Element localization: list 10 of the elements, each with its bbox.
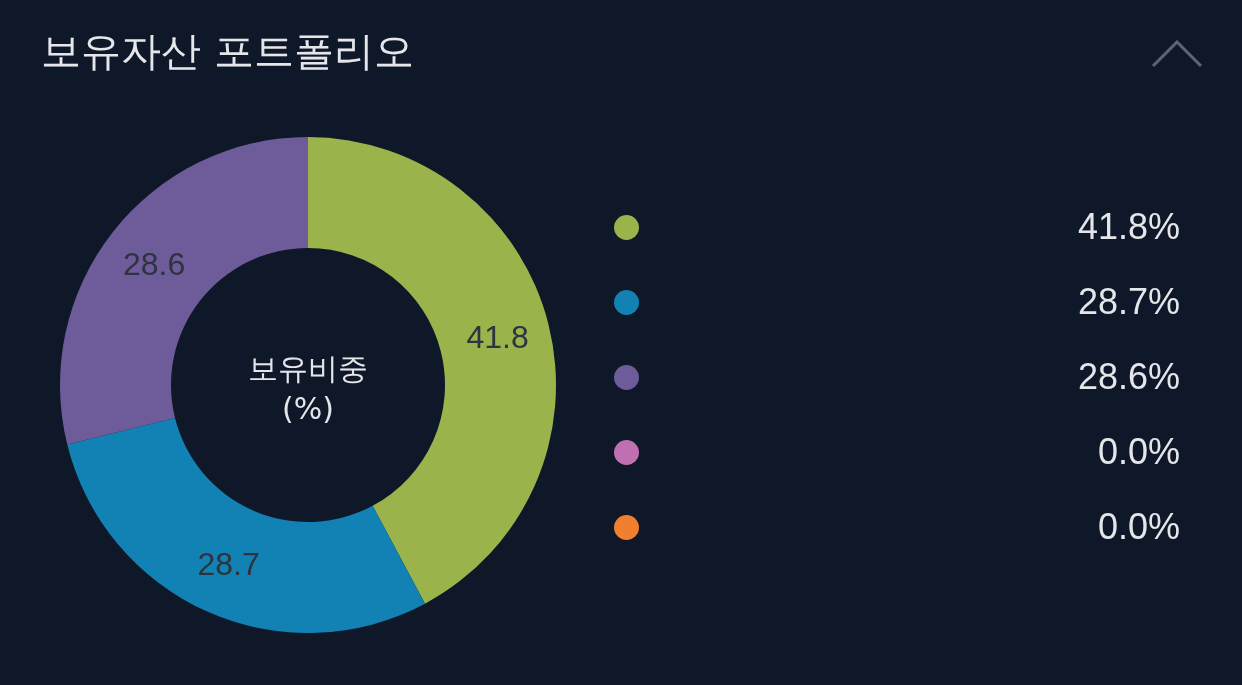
text: 28.6% bbox=[1077, 356, 1180, 398]
text: 0.0% bbox=[1097, 431, 1180, 473]
text: 28.7% bbox=[1077, 281, 1180, 323]
data-label: 28.6 bbox=[122, 246, 186, 283]
data-label: 41.8 bbox=[466, 319, 529, 356]
text: 41.8% bbox=[1077, 206, 1180, 248]
text: 0.0% bbox=[1097, 506, 1180, 548]
text: 보유비중 (%) bbox=[248, 350, 368, 426]
data-label: 28.7 bbox=[197, 545, 260, 582]
chart-title: 보유자산 포트폴리오 bbox=[41, 28, 414, 74]
